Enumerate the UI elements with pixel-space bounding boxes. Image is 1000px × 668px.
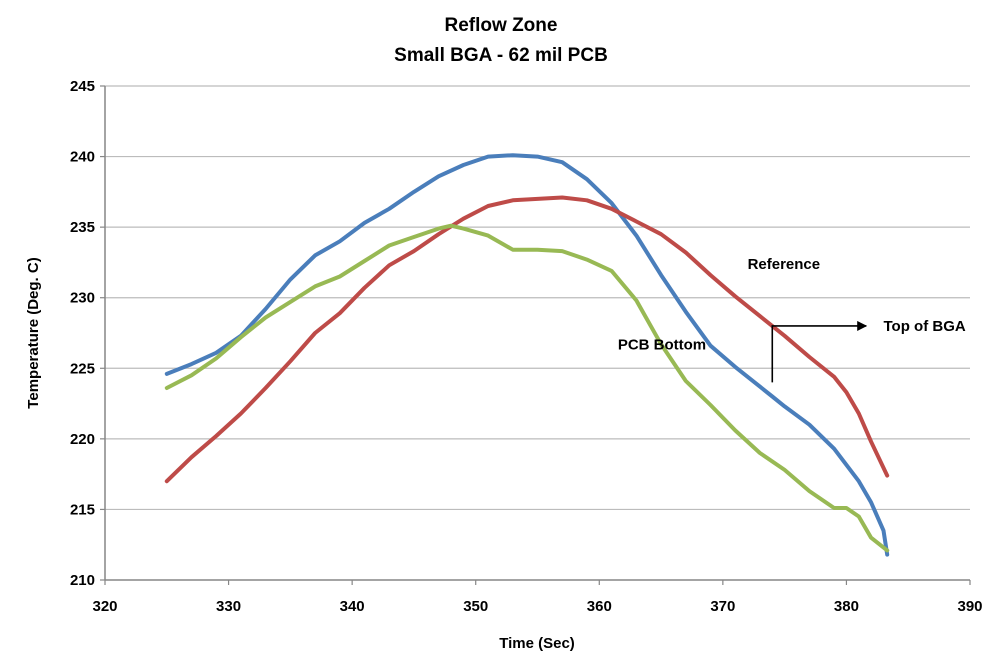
y-tick-label-220: 220 (70, 431, 95, 448)
chart-title-line1: Reflow Zone (445, 15, 558, 36)
x-tick-label-350: 350 (463, 598, 488, 615)
y-tick-label-230: 230 (70, 290, 95, 307)
annotation-label-top-of-bga: Top of BGA (884, 318, 966, 335)
x-tick-label-360: 360 (587, 598, 612, 615)
y-axis-label: Temperature (Deg. C) (25, 257, 42, 408)
tick-labels: 210 215 220 225 230 235 240 245 320 330 340 350 360 3… (70, 78, 983, 615)
x-tick-label-380: 380 (834, 598, 859, 615)
chart-title-line2: Small BGA - 62 mil PCB (394, 45, 608, 66)
x-tick-label-390: 390 (957, 598, 982, 615)
y-tick-label-235: 235 (70, 219, 95, 236)
x-tick-label-370: 370 (710, 598, 735, 615)
annotation-label-reference: Reference (748, 256, 821, 273)
series-line-pcb-bottom (164, 223, 890, 553)
y-tick-label-225: 225 (70, 360, 95, 377)
x-tick-label-330: 330 (216, 598, 241, 615)
annotation-arrow-top-of-bga (771, 320, 868, 383)
x-tick-label-340: 340 (340, 598, 365, 615)
series-lines (164, 153, 890, 557)
y-tick-label-210: 210 (70, 572, 95, 589)
y-tick-label-240: 240 (70, 149, 95, 166)
y-tick-label-245: 245 (70, 78, 95, 95)
x-axis-label: Time (Sec) (499, 635, 575, 652)
annotation-label-pcb-bottom: PCB Bottom (618, 336, 706, 353)
annotations: Reference PCB Bottom Top of BGA (618, 256, 966, 383)
axes (100, 85, 971, 585)
x-tick-label-320: 320 (92, 598, 117, 615)
series-line-top-of-bga (164, 153, 890, 557)
y-tick-label-215: 215 (70, 501, 95, 518)
series-line-reference (164, 195, 890, 484)
